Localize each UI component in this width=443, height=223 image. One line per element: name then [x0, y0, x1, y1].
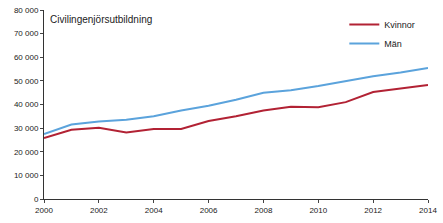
svg-text:Civilingenjörsutbildning: Civilingenjörsutbildning — [50, 14, 152, 25]
svg-text:0: 0 — [34, 195, 39, 204]
svg-text:10 000: 10 000 — [14, 171, 39, 180]
svg-text:2004: 2004 — [145, 206, 163, 215]
svg-text:2012: 2012 — [364, 206, 382, 215]
svg-text:2014: 2014 — [419, 206, 437, 215]
svg-text:2010: 2010 — [309, 206, 327, 215]
svg-text:70 000: 70 000 — [14, 29, 39, 38]
svg-text:Män: Män — [384, 39, 402, 49]
svg-text:50 000: 50 000 — [14, 77, 39, 86]
svg-text:60 000: 60 000 — [14, 53, 39, 62]
svg-text:20 000: 20 000 — [14, 148, 39, 157]
svg-text:2000: 2000 — [35, 206, 53, 215]
svg-text:2002: 2002 — [90, 206, 108, 215]
svg-text:80 000: 80 000 — [14, 6, 39, 15]
svg-text:30 000: 30 000 — [14, 124, 39, 133]
svg-text:40 000: 40 000 — [14, 100, 39, 109]
svg-text:2006: 2006 — [200, 206, 218, 215]
svg-text:2008: 2008 — [255, 206, 273, 215]
svg-text:Kvinnor: Kvinnor — [384, 20, 415, 30]
